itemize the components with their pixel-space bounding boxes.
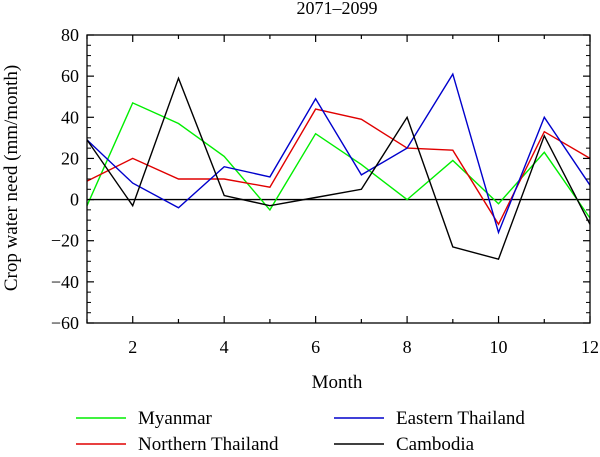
x-tick-label: 8 bbox=[403, 337, 412, 357]
series-line-northern-thailand bbox=[86, 108, 591, 226]
series-line-eastern-thailand bbox=[86, 72, 591, 235]
y-tick-label: 40 bbox=[61, 107, 79, 127]
y-tick-label: 0 bbox=[70, 190, 79, 210]
legend-label: Eastern Thailand bbox=[396, 408, 525, 429]
x-tick-label: 12 bbox=[581, 337, 599, 357]
x-tick-label: 2 bbox=[128, 337, 137, 357]
y-tick-label: −40 bbox=[51, 272, 79, 292]
plot-area bbox=[86, 72, 591, 261]
x-axis: 2 4 6 8 10 12 bbox=[86, 35, 599, 357]
x-tick-label: 6 bbox=[311, 337, 320, 357]
legend-label: Cambodia bbox=[396, 434, 475, 455]
y-tick-label: 20 bbox=[61, 148, 79, 168]
y-tick-label: 60 bbox=[61, 66, 79, 86]
y-tick-label: −60 bbox=[51, 313, 79, 333]
y-axis-label: Crop water need (mm/month) bbox=[1, 65, 22, 291]
y-tick-label: −20 bbox=[51, 231, 79, 251]
y-tick-label: 80 bbox=[61, 25, 79, 45]
series-line-cambodia bbox=[86, 76, 591, 261]
series-line-myanmar bbox=[86, 101, 591, 219]
x-tick-label: 4 bbox=[220, 337, 229, 357]
legend: Myanmar Northern Thailand Eastern Thailand… bbox=[76, 408, 525, 455]
legend-label: Northern Thailand bbox=[138, 434, 279, 455]
legend-label: Myanmar bbox=[138, 408, 213, 429]
x-tick-label: 10 bbox=[490, 337, 508, 357]
y-axis: −60 −40 −20 0 20 40 60 80 bbox=[51, 25, 590, 333]
plot-frame bbox=[86, 34, 591, 324]
chart-title: 2071–2099 bbox=[297, 0, 378, 18]
x-axis-label: Month bbox=[312, 372, 363, 393]
